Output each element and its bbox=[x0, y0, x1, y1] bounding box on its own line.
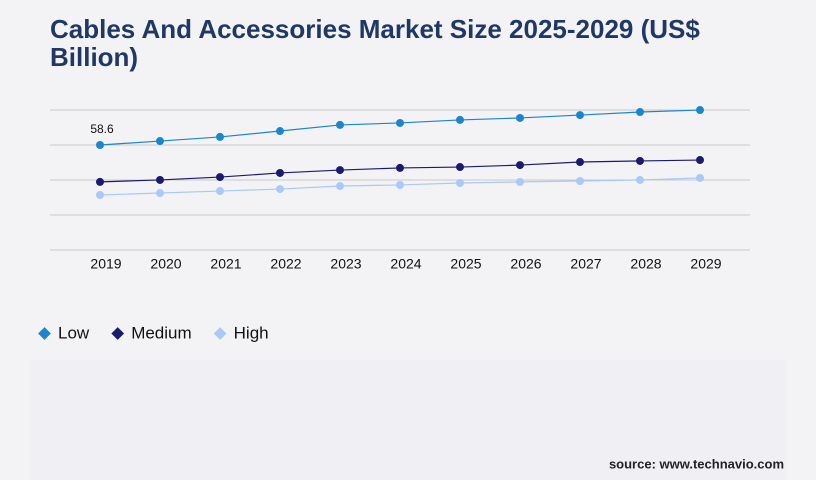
point bbox=[576, 111, 584, 120]
legend-marker bbox=[111, 327, 125, 340]
point bbox=[276, 168, 284, 177]
point bbox=[336, 166, 344, 175]
legend-marker bbox=[213, 327, 227, 340]
point bbox=[96, 190, 104, 199]
point bbox=[156, 137, 164, 146]
point bbox=[636, 175, 644, 184]
point bbox=[216, 187, 224, 196]
point bbox=[456, 115, 464, 124]
point bbox=[696, 156, 704, 165]
point bbox=[396, 180, 404, 189]
point bbox=[276, 185, 284, 194]
point bbox=[456, 178, 464, 187]
point bbox=[516, 161, 524, 170]
point bbox=[336, 120, 344, 129]
x-tick-label: 2023 bbox=[330, 256, 361, 272]
legend-label: Medium bbox=[131, 323, 191, 342]
point bbox=[396, 163, 404, 172]
data-label: 58.6 bbox=[90, 122, 114, 136]
point bbox=[636, 156, 644, 165]
point bbox=[576, 158, 584, 167]
point bbox=[96, 141, 104, 150]
point bbox=[516, 113, 524, 122]
x-tick-label: 2028 bbox=[630, 256, 661, 272]
x-tick-label: 2025 bbox=[450, 256, 481, 272]
series-line bbox=[99, 109, 701, 146]
x-tick-label: 2026 bbox=[510, 256, 541, 272]
title-part: Cables And Accessories Market Size 2025-… bbox=[50, 14, 700, 44]
x-tick-label: 2027 bbox=[570, 256, 601, 272]
point bbox=[516, 177, 524, 186]
point bbox=[156, 175, 164, 184]
legend-label: Low bbox=[58, 323, 90, 342]
x-tick-label: 2022 bbox=[270, 256, 301, 272]
point bbox=[216, 132, 224, 141]
point bbox=[276, 127, 284, 136]
point bbox=[156, 189, 164, 198]
legend-marker bbox=[38, 327, 51, 340]
point bbox=[216, 173, 224, 182]
panel bbox=[30, 360, 786, 480]
point bbox=[576, 177, 584, 186]
x-tick-label: 2020 bbox=[150, 256, 181, 272]
point bbox=[336, 182, 344, 191]
source: source: www.technavio.com bbox=[609, 456, 784, 471]
x-tick-label: 2021 bbox=[210, 256, 241, 272]
point bbox=[396, 118, 404, 127]
point bbox=[636, 108, 644, 117]
point bbox=[456, 163, 464, 172]
x-tick-label: 2019 bbox=[90, 256, 121, 272]
point bbox=[696, 106, 704, 115]
point bbox=[96, 177, 104, 186]
legend-label: High bbox=[234, 323, 269, 342]
x-tick-label: 2024 bbox=[390, 256, 421, 272]
x-tick-label: 2029 bbox=[690, 256, 721, 272]
point bbox=[696, 173, 704, 182]
title-part: Billion) bbox=[50, 42, 138, 72]
chart-title: Cables And Accessories Market Size 2025-… bbox=[50, 14, 700, 72]
